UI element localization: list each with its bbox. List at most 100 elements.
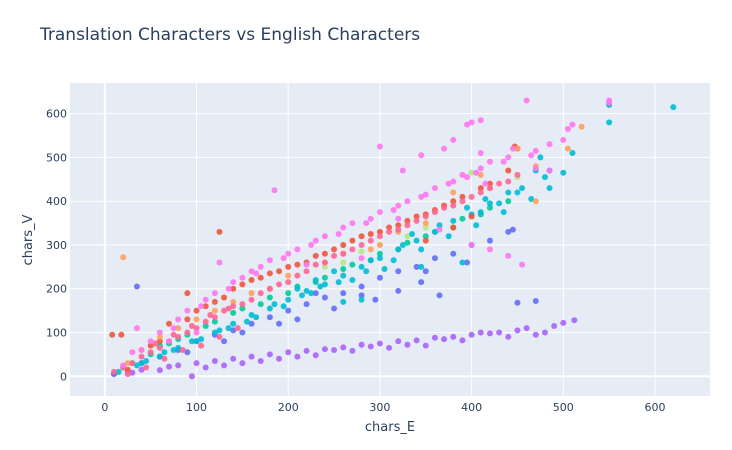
scatter-point — [445, 180, 452, 187]
scatter-point — [340, 259, 347, 266]
scatter-point — [537, 154, 544, 161]
scatter-point — [606, 119, 613, 126]
scatter-point — [486, 185, 493, 192]
scatter-point — [331, 252, 338, 259]
scatter-point — [477, 209, 484, 216]
scatter-point — [505, 198, 512, 205]
scatter-point — [505, 167, 512, 174]
scatter-point — [321, 233, 328, 240]
scatter-point — [376, 250, 383, 257]
scatter-point — [386, 228, 393, 235]
scatter-point — [312, 276, 319, 283]
scatter-point — [335, 231, 342, 238]
scatter-point — [280, 303, 287, 310]
scatter-point — [560, 169, 567, 176]
y-tick-label: 500 — [46, 151, 67, 164]
scatter-point — [156, 329, 163, 336]
scatter-point — [514, 327, 521, 334]
scatter-point — [331, 246, 338, 253]
scatter-series — [111, 171, 521, 378]
scatter-point — [193, 338, 200, 345]
scatter-point — [216, 333, 223, 340]
scatter-point — [257, 263, 264, 270]
scatter-point — [376, 228, 383, 235]
scatter-point — [418, 152, 425, 159]
scatter-point — [376, 255, 383, 262]
scatter-point — [500, 209, 507, 216]
scatter-point — [175, 333, 182, 340]
scatter-point — [528, 152, 535, 159]
scatter-point — [129, 369, 136, 376]
scatter-point — [271, 301, 278, 308]
scatter-point — [422, 342, 429, 349]
scatter-point — [225, 305, 232, 312]
scatter-point — [193, 329, 200, 336]
scatter-point — [166, 338, 173, 345]
scatter-point — [367, 215, 374, 222]
plot-area — [70, 83, 710, 396]
scatter-point — [532, 331, 539, 338]
scatter-point — [459, 215, 466, 222]
scatter-point — [376, 340, 383, 347]
scatter-point — [358, 296, 365, 303]
x-tick-label: 0 — [101, 401, 108, 414]
scatter-point — [422, 268, 429, 275]
scatter-point — [335, 279, 342, 286]
scatter-point — [367, 343, 374, 350]
scatter-point — [308, 241, 315, 248]
scatter-point — [285, 349, 292, 356]
scatter-point — [253, 270, 260, 277]
x-tick-label: 500 — [553, 401, 574, 414]
y-tick-label: 600 — [46, 108, 67, 121]
scatter-point — [120, 362, 127, 369]
scatter-point — [514, 299, 521, 306]
scatter-point — [395, 246, 402, 253]
scatter-point — [477, 165, 484, 172]
y-tick-label: 0 — [60, 370, 67, 383]
scatter-point — [436, 226, 443, 233]
scatter-point — [211, 290, 218, 297]
scatter-point — [170, 347, 177, 354]
scatter-point — [468, 119, 475, 126]
scatter-point — [514, 145, 521, 152]
scatter-point — [175, 344, 182, 351]
scatter-point — [303, 301, 310, 308]
scatter-point — [564, 125, 571, 132]
scatter-point — [390, 206, 397, 213]
scatter-point — [482, 196, 489, 203]
scatter-point — [514, 189, 521, 196]
scatter-point — [404, 198, 411, 205]
scatter-point — [248, 268, 255, 275]
scatter-point — [115, 368, 122, 375]
scatter-point — [477, 185, 484, 192]
scatter-point — [496, 200, 503, 207]
scatter-point — [193, 360, 200, 367]
y-tick-label: 300 — [46, 239, 67, 252]
scatter-point — [509, 226, 516, 233]
scatter-point — [367, 231, 374, 238]
scatter-point — [486, 180, 493, 187]
scatter-point — [404, 341, 411, 348]
scatter-point — [436, 292, 443, 299]
scatter-point — [450, 189, 457, 196]
scatter-point — [505, 154, 512, 161]
y-tick-label: 100 — [46, 327, 67, 340]
scatter-point — [372, 296, 379, 303]
scatter-point — [321, 346, 328, 353]
scatter-point — [349, 246, 356, 253]
scatter-point — [505, 228, 512, 235]
scatter-point — [175, 362, 182, 369]
scatter-point — [285, 250, 292, 257]
scatter-point — [308, 290, 315, 297]
scatter-point — [532, 198, 539, 205]
scatter-point — [363, 268, 370, 275]
grid-lines — [70, 83, 710, 396]
scatter-point — [528, 196, 535, 203]
scatter-point — [124, 371, 131, 378]
scatter-point — [216, 327, 223, 334]
scatter-point — [271, 187, 278, 194]
scatter-point — [358, 255, 365, 262]
scatter-point — [418, 279, 425, 286]
x-tick-label: 600 — [644, 401, 665, 414]
